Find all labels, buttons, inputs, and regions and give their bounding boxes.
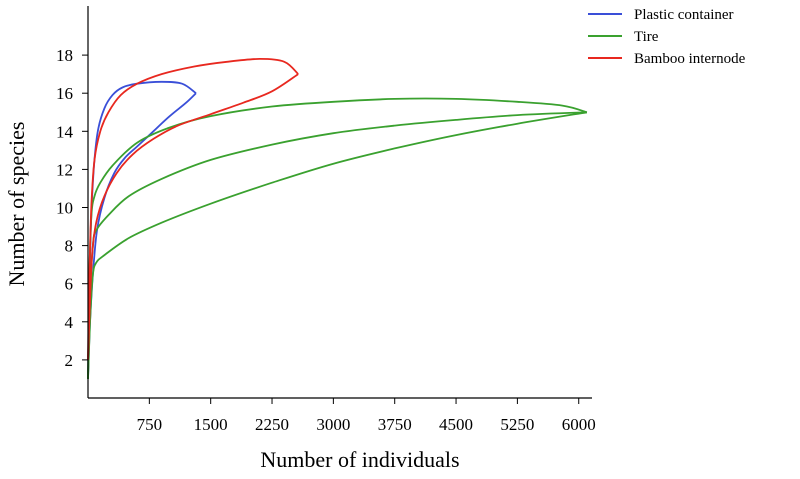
legend-label-plastic-container: Plastic container: [634, 7, 734, 23]
y-tick-label: 16: [56, 84, 73, 103]
x-tick-layer: 750 1500 2250 3000 3750 4500 5250 6000: [137, 398, 596, 434]
x-tick-label: 5250: [500, 415, 534, 434]
bamboo-internode-lower-curve: [87, 73, 299, 360]
plastic-container-lower-curve: [87, 92, 197, 379]
tire-lower-curve: [87, 111, 588, 379]
y-tick-label: 12: [56, 160, 73, 179]
y-axis-title: Number of species: [4, 122, 29, 287]
legend: Plastic container Tire Bamboo internode: [588, 7, 746, 67]
x-tick-label: 3750: [378, 415, 412, 434]
x-tick-label: 3000: [316, 415, 350, 434]
axes-layer: [87, 6, 592, 399]
legend-label-bamboo-internode: Bamboo internode: [634, 51, 746, 67]
x-tick-label: 2250: [255, 415, 289, 434]
tire-outer-curve: [87, 97, 588, 379]
y-tick-label: 8: [65, 237, 74, 256]
legend-label-tire: Tire: [634, 29, 659, 45]
plastic-container-upper-curve: [87, 80, 197, 379]
x-tick-label: 4500: [439, 415, 473, 434]
x-tick-label: 1500: [194, 415, 228, 434]
y-tick-label: 4: [65, 313, 74, 332]
y-tick-label: 6: [65, 275, 74, 294]
x-tick-label: 6000: [562, 415, 596, 434]
x-axis-title: Number of individuals: [260, 447, 459, 472]
y-tick-label: 10: [56, 199, 73, 218]
tire-upper-curve: [87, 111, 587, 379]
y-tick-label: 14: [56, 122, 74, 141]
y-tick-label: 2: [65, 351, 74, 370]
y-tick-label: 18: [56, 46, 73, 65]
bamboo-internode-upper-curve: [87, 58, 299, 360]
curve-layer: [87, 58, 588, 379]
x-tick-label: 750: [137, 415, 163, 434]
y-tick-layer: 2 4 6 8 10 12 14 16 18: [56, 46, 88, 370]
